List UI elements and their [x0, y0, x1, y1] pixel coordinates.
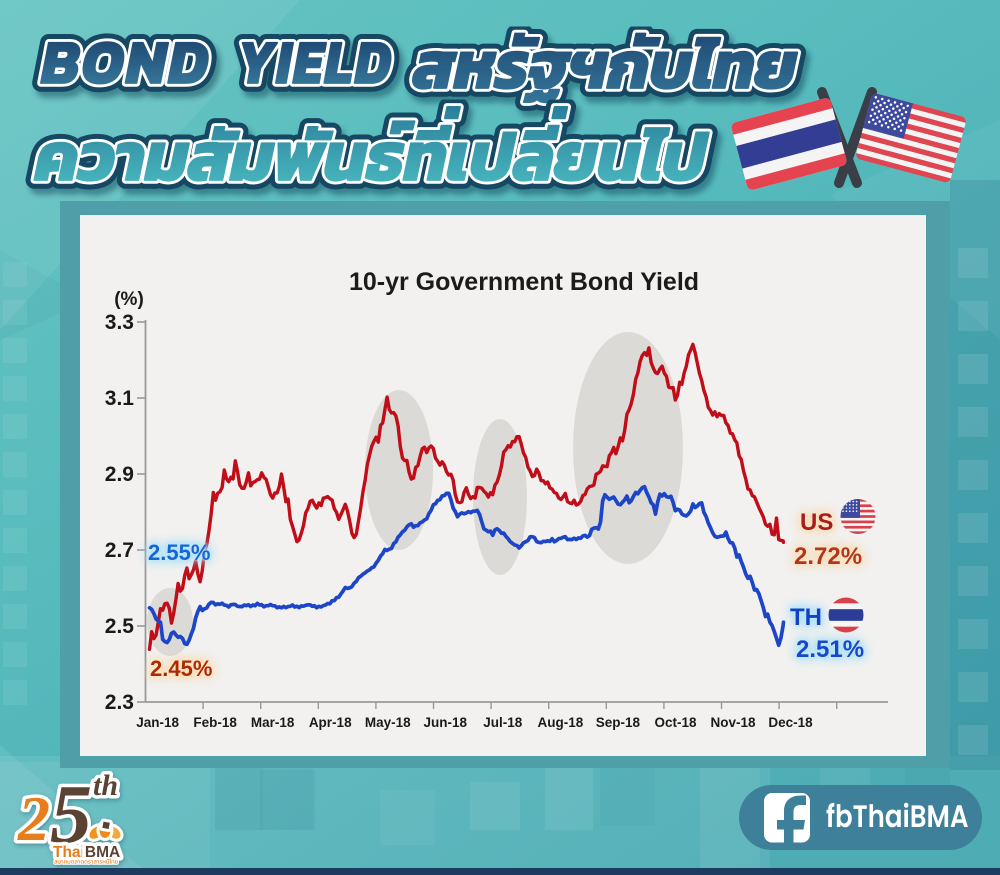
svg-text:May-18: May-18 — [365, 715, 411, 730]
svg-text:Oct-18: Oct-18 — [654, 715, 697, 730]
svg-text:2: 2 — [17, 783, 50, 854]
svg-text:2.7: 2.7 — [105, 539, 134, 562]
svg-text:(%): (%) — [114, 289, 144, 310]
svg-text:2.51%: 2.51% — [796, 636, 864, 663]
svg-text:3.1: 3.1 — [105, 387, 135, 410]
svg-text:2.3: 2.3 — [105, 691, 134, 714]
svg-text:th: th — [93, 769, 118, 802]
svg-text:Mar-18: Mar-18 — [251, 715, 295, 730]
svg-text:Nov-18: Nov-18 — [710, 715, 756, 730]
svg-text:Feb-18: Feb-18 — [193, 715, 237, 730]
svg-text:US: US — [800, 509, 833, 536]
svg-text:Jul-18: Jul-18 — [483, 715, 523, 730]
svg-text:2.72%: 2.72% — [794, 543, 862, 570]
svg-text:2.9: 2.9 — [105, 463, 134, 486]
svg-text:3.3: 3.3 — [105, 311, 134, 334]
svg-text:Dec-18: Dec-18 — [768, 715, 813, 730]
svg-text:TH: TH — [790, 604, 822, 631]
svg-text:5: 5 — [50, 768, 92, 861]
svg-text:Jan-18: Jan-18 — [136, 715, 179, 730]
svg-text:2.45%: 2.45% — [150, 656, 212, 681]
svg-text:Sep-18: Sep-18 — [596, 715, 641, 730]
svg-text:10-yr Government Bond Yield: 10-yr Government Bond Yield — [349, 268, 699, 296]
svg-text:Aug-18: Aug-18 — [538, 715, 584, 730]
svg-text:Apr-18: Apr-18 — [309, 715, 352, 730]
svg-text:Jun-18: Jun-18 — [424, 715, 468, 730]
svg-text:2.5: 2.5 — [105, 615, 135, 638]
svg-text:2.55%: 2.55% — [148, 540, 210, 565]
